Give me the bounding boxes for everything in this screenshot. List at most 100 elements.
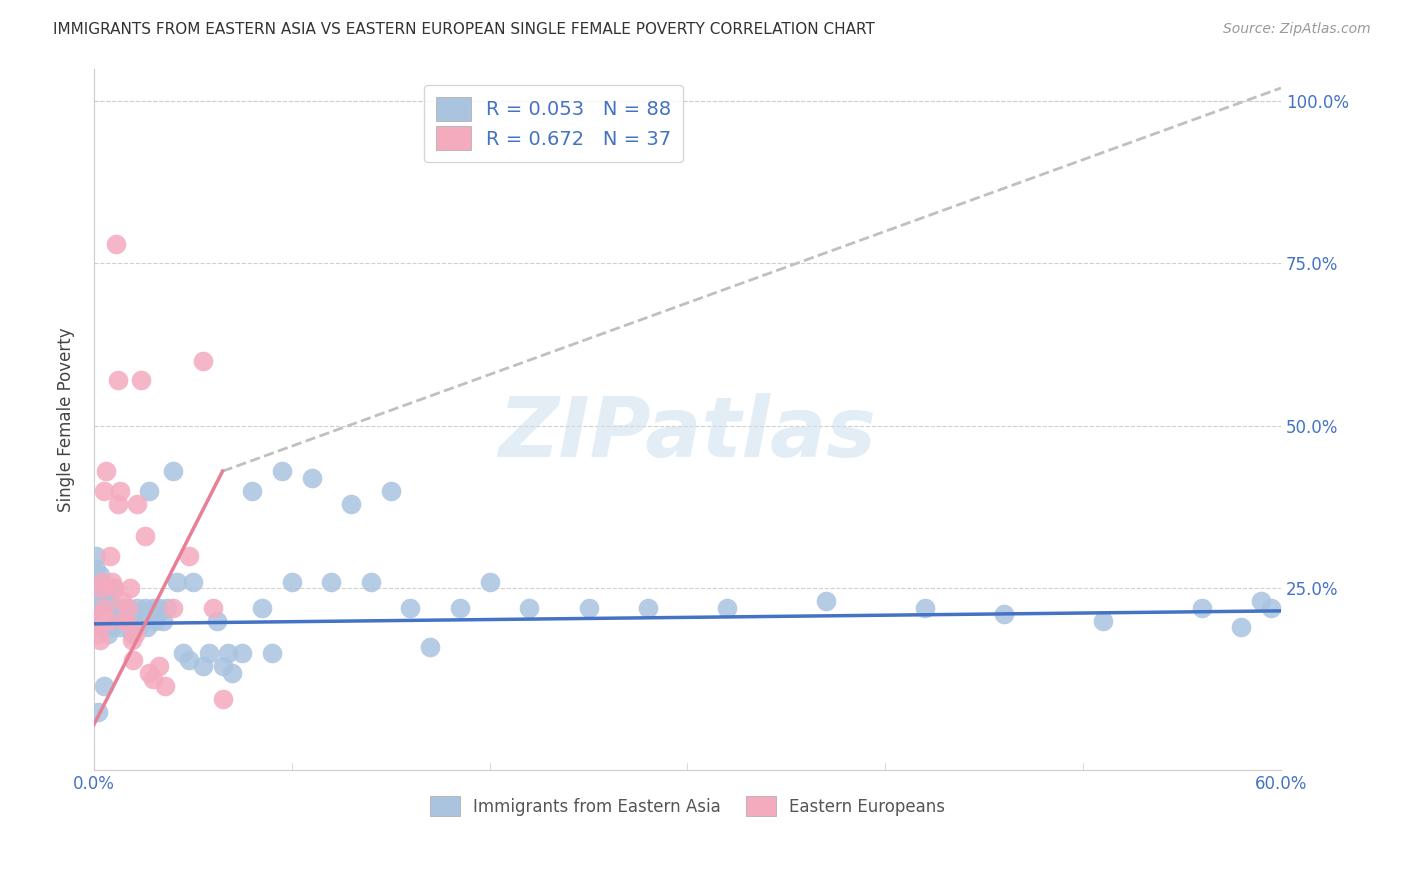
Point <box>281 574 304 589</box>
Point <box>217 646 239 660</box>
Point <box>90 600 112 615</box>
Point <box>153 679 176 693</box>
Point <box>90 574 112 589</box>
Point <box>107 497 129 511</box>
Point <box>84 561 107 575</box>
Point <box>1191 600 1213 615</box>
Point <box>146 607 169 621</box>
Point <box>240 483 263 498</box>
Point <box>103 581 125 595</box>
Point <box>121 626 143 640</box>
Point <box>84 549 107 563</box>
Point <box>156 600 179 615</box>
Point <box>121 633 143 648</box>
Point <box>177 652 200 666</box>
Point <box>142 672 165 686</box>
Point <box>270 464 292 478</box>
Point <box>90 620 112 634</box>
Point <box>117 600 139 615</box>
Y-axis label: Single Female Poverty: Single Female Poverty <box>58 327 75 512</box>
Point <box>112 614 135 628</box>
Point <box>89 581 111 595</box>
Point <box>191 353 214 368</box>
Point <box>201 600 224 615</box>
Point <box>399 600 422 615</box>
Point <box>914 600 936 615</box>
Point <box>111 594 134 608</box>
Point <box>172 646 194 660</box>
Point <box>127 600 149 615</box>
Point <box>93 679 115 693</box>
Point <box>112 614 135 628</box>
Point <box>90 588 112 602</box>
Point <box>166 574 188 589</box>
Point <box>127 497 149 511</box>
Point <box>84 614 107 628</box>
Point <box>118 614 141 628</box>
Point <box>143 614 166 628</box>
Point <box>380 483 402 498</box>
Point <box>162 464 184 478</box>
Point <box>87 600 110 615</box>
Point <box>87 705 110 719</box>
Point <box>128 620 150 634</box>
Point <box>419 640 441 654</box>
Point <box>360 574 382 589</box>
Point <box>108 483 131 498</box>
Text: IMMIGRANTS FROM EASTERN ASIA VS EASTERN EUROPEAN SINGLE FEMALE POVERTY CORRELATI: IMMIGRANTS FROM EASTERN ASIA VS EASTERN … <box>53 22 876 37</box>
Point <box>89 607 111 621</box>
Point <box>122 607 145 621</box>
Point <box>152 614 174 628</box>
Point <box>107 373 129 387</box>
Point <box>122 652 145 666</box>
Point <box>124 626 146 640</box>
Point <box>134 600 156 615</box>
Point <box>124 614 146 628</box>
Point <box>114 607 136 621</box>
Point <box>100 614 122 628</box>
Point <box>134 529 156 543</box>
Point <box>94 614 117 628</box>
Point <box>181 574 204 589</box>
Point <box>108 620 131 634</box>
Point <box>100 620 122 634</box>
Point <box>98 594 121 608</box>
Point <box>90 607 112 621</box>
Point <box>131 607 153 621</box>
Point <box>1091 614 1114 628</box>
Point <box>148 659 170 673</box>
Point <box>97 626 120 640</box>
Point <box>93 620 115 634</box>
Point <box>132 614 155 628</box>
Point <box>231 646 253 660</box>
Point <box>340 497 363 511</box>
Point <box>1230 620 1253 634</box>
Point <box>98 549 121 563</box>
Point <box>211 659 233 673</box>
Point <box>107 607 129 621</box>
Point <box>578 600 600 615</box>
Point <box>1250 594 1272 608</box>
Text: Source: ZipAtlas.com: Source: ZipAtlas.com <box>1223 22 1371 37</box>
Point <box>814 594 837 608</box>
Point <box>103 581 125 595</box>
Point <box>205 614 228 628</box>
Point <box>87 581 110 595</box>
Point <box>93 483 115 498</box>
Point <box>478 574 501 589</box>
Point <box>321 574 343 589</box>
Point <box>89 633 111 648</box>
Point <box>197 646 219 660</box>
Point <box>449 600 471 615</box>
Point <box>94 581 117 595</box>
Point <box>89 568 111 582</box>
Point <box>131 373 153 387</box>
Point <box>89 614 111 628</box>
Point <box>138 483 160 498</box>
Point <box>177 549 200 563</box>
Point <box>118 581 141 595</box>
Point <box>221 665 243 680</box>
Point <box>260 646 283 660</box>
Point <box>211 691 233 706</box>
Legend: Immigrants from Eastern Asia, Eastern Europeans: Immigrants from Eastern Asia, Eastern Eu… <box>422 788 953 825</box>
